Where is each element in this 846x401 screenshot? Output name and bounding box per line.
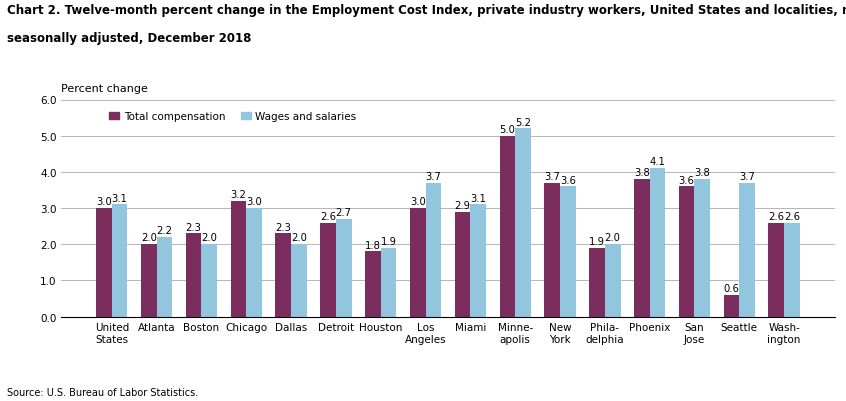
Text: 3.1: 3.1 — [470, 193, 486, 203]
Bar — [470, 205, 486, 317]
Text: Percent change: Percent change — [61, 84, 148, 94]
Bar — [544, 183, 560, 317]
Bar — [336, 219, 352, 317]
Text: 3.7: 3.7 — [426, 172, 442, 181]
Text: Source: U.S. Bureau of Labor Statistics.: Source: U.S. Bureau of Labor Statistics. — [7, 387, 198, 397]
Bar — [739, 183, 755, 317]
Bar — [426, 183, 442, 317]
Text: 2.0: 2.0 — [140, 233, 157, 243]
Text: 2.3: 2.3 — [275, 222, 291, 232]
Text: 3.1: 3.1 — [112, 193, 128, 203]
Text: 2.0: 2.0 — [291, 233, 307, 243]
Legend: Total compensation, Wages and salaries: Total compensation, Wages and salaries — [105, 107, 360, 126]
Text: 3.7: 3.7 — [544, 172, 560, 181]
Text: 1.8: 1.8 — [365, 240, 381, 250]
Text: 0.6: 0.6 — [723, 284, 739, 294]
Bar — [784, 223, 799, 317]
Bar — [231, 201, 246, 317]
Bar — [96, 209, 112, 317]
Text: 1.9: 1.9 — [589, 237, 605, 246]
Bar — [678, 187, 695, 317]
Bar — [499, 136, 515, 317]
Text: 5.0: 5.0 — [499, 125, 515, 135]
Text: seasonally adjusted, December 2018: seasonally adjusted, December 2018 — [7, 32, 251, 45]
Bar — [246, 209, 262, 317]
Bar — [695, 180, 710, 317]
Text: 5.2: 5.2 — [515, 117, 531, 128]
Text: 2.0: 2.0 — [201, 233, 217, 243]
Bar — [157, 237, 173, 317]
Text: 3.8: 3.8 — [634, 168, 650, 178]
Bar — [634, 180, 650, 317]
Text: 2.9: 2.9 — [454, 200, 470, 210]
Bar — [515, 129, 531, 317]
Text: 3.6: 3.6 — [678, 175, 695, 185]
Text: 2.6: 2.6 — [784, 211, 800, 221]
Text: 4.1: 4.1 — [650, 157, 666, 167]
Text: 2.0: 2.0 — [605, 233, 621, 243]
Text: 1.9: 1.9 — [381, 237, 397, 246]
Text: 2.2: 2.2 — [157, 226, 173, 235]
Text: 2.6: 2.6 — [768, 211, 784, 221]
Text: 3.0: 3.0 — [96, 197, 112, 207]
Bar — [381, 248, 397, 317]
Text: 2.3: 2.3 — [185, 222, 201, 232]
Text: 3.0: 3.0 — [409, 197, 426, 207]
Bar — [321, 223, 336, 317]
Bar — [276, 234, 291, 317]
Text: 2.6: 2.6 — [320, 211, 336, 221]
Bar — [141, 245, 157, 317]
Bar — [186, 234, 201, 317]
Text: 2.7: 2.7 — [336, 208, 352, 217]
Bar — [454, 212, 470, 317]
Text: 3.2: 3.2 — [230, 190, 246, 200]
Bar — [589, 248, 605, 317]
Text: 3.0: 3.0 — [246, 197, 262, 207]
Bar — [650, 169, 665, 317]
Text: 3.8: 3.8 — [695, 168, 710, 178]
Bar — [291, 245, 307, 317]
Text: 3.7: 3.7 — [739, 172, 755, 181]
Bar — [365, 252, 381, 317]
Bar — [605, 245, 620, 317]
Text: 3.6: 3.6 — [560, 175, 576, 185]
Text: Chart 2. Twelve-month percent change in the Employment Cost Index, private indus: Chart 2. Twelve-month percent change in … — [7, 4, 846, 17]
Bar — [409, 209, 426, 317]
Bar — [112, 205, 128, 317]
Bar — [201, 245, 217, 317]
Bar — [723, 295, 739, 317]
Bar — [768, 223, 784, 317]
Bar — [560, 187, 575, 317]
